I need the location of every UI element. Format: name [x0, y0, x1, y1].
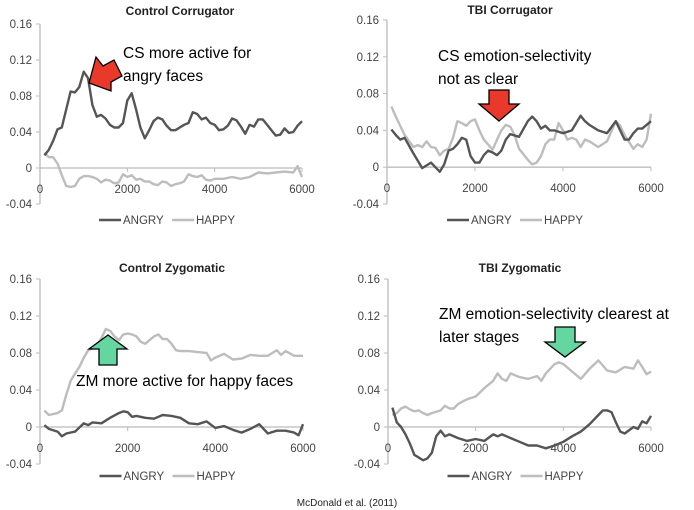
green-arrow-icon [543, 326, 587, 358]
legend-label-happy: HAPPY [545, 471, 584, 483]
legend-label-happy: HAPPY [544, 215, 583, 227]
annotation-text: later stages [439, 329, 519, 346]
legend-label-angry: ANGRY [472, 471, 513, 483]
y-tick-label: 0.08 [357, 89, 379, 101]
x-tick-label: 4000 [203, 443, 229, 455]
footnote: McDonald et al. (2011) [297, 498, 397, 509]
y-tick-label: 0 [26, 422, 32, 434]
x-tick-label: 0 [385, 443, 391, 455]
annotation-text: CS more active for [123, 45, 251, 62]
x-tick-label: 6000 [638, 443, 664, 455]
x-tick-label: 4000 [202, 184, 228, 196]
y-tick-label: 0 [374, 422, 380, 434]
chart-tbi-corrugator: TBI Corrugator -0.04 0 0.04 0.08 0.12 0.16 0 200… [353, 3, 664, 227]
x-tick-label: 2000 [463, 443, 489, 455]
y-tick-label: 0.12 [358, 311, 380, 323]
y-tick-label: 0.08 [10, 91, 32, 103]
green-arrow-icon [87, 334, 129, 366]
legend-label-angry: ANGRY [124, 471, 165, 483]
y-tick-label: 0.04 [358, 385, 381, 397]
x-tick-label: 6000 [290, 443, 316, 455]
y-tick-label: -0.04 [6, 199, 33, 211]
x-tick-label: 4000 [551, 443, 577, 455]
y-tick-label: 0.04 [10, 127, 33, 139]
chart-title: Control Corrugator [126, 4, 235, 18]
series-line-happy [390, 106, 653, 166]
legend-label-angry: ANGRY [123, 215, 164, 227]
chart-control-zygomatic: Control Zygomatic -0.04 0 0.04 0.08 0.12 0.16 0… [6, 261, 316, 483]
x-tick-label: 4000 [550, 183, 576, 195]
annotation-text: ZM more active for happy faces [76, 373, 293, 390]
annotation-text: angry faces [123, 68, 203, 85]
series-line-angry [390, 114, 652, 173]
y-tick-label: 0.16 [358, 274, 380, 286]
x-tick-label: 2000 [462, 183, 488, 195]
x-tick-label: 2000 [115, 443, 141, 455]
y-tick-label: 0.12 [10, 55, 32, 67]
chart-control-corrugator: Control Corrugator -0.04 0 0.04 0.08 0.12 0.16… [6, 4, 315, 227]
x-tick-label: 0 [37, 443, 43, 455]
x-tick-label: 6000 [638, 183, 664, 195]
y-tick-label: 0 [373, 162, 379, 174]
y-tick-label: 0 [26, 163, 32, 175]
x-tick-label: 0 [37, 184, 43, 196]
x-tick-label: 0 [384, 183, 390, 195]
annotation-text: ZM emotion-selectivity clearest at [439, 306, 670, 323]
chart-tbi-zygomatic: TBI Zygomatic -0.04 0 0.04 0.08 0.12 0.16 0 2000… [354, 261, 670, 483]
series-line-happy [391, 359, 652, 417]
legend-label-angry: ANGRY [471, 215, 512, 227]
y-tick-label: 0.16 [10, 19, 32, 31]
annotation-text: not as clear [438, 71, 518, 88]
x-tick-label: 6000 [289, 184, 315, 196]
x-tick-label: 2000 [115, 184, 141, 196]
y-tick-label: 0.08 [358, 348, 380, 360]
series-line-angry [43, 70, 303, 157]
red-arrow-icon [477, 89, 521, 122]
y-tick-label: 0.12 [10, 311, 32, 323]
chart-title: TBI Corrugator [467, 3, 553, 17]
chart-title: Control Zygomatic [119, 261, 225, 275]
legend-label-happy: HAPPY [196, 215, 235, 227]
chart-title: TBI Zygomatic [479, 261, 562, 275]
annotation-text: CS emotion-selectivity [438, 48, 592, 65]
series-line-happy [43, 327, 303, 417]
y-tick-label: 0.04 [10, 385, 33, 397]
y-tick-label: -0.04 [354, 459, 381, 471]
y-tick-label: 0.16 [10, 274, 32, 286]
red-arrow-icon [88, 55, 123, 92]
legend-label-happy: HAPPY [197, 471, 236, 483]
y-tick-label: 0.04 [357, 125, 380, 137]
y-tick-label: 0.12 [357, 52, 379, 64]
y-tick-label: 0.08 [10, 348, 32, 360]
y-tick-label: -0.04 [353, 199, 380, 211]
series-line-happy [43, 151, 304, 189]
series-line-angry [43, 410, 305, 438]
y-tick-label: -0.04 [6, 459, 33, 471]
series-line-angry [391, 407, 653, 462]
y-tick-label: 0.16 [357, 15, 379, 27]
